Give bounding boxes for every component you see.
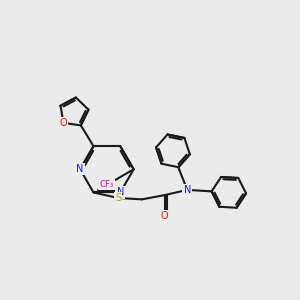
Text: N: N: [76, 164, 84, 174]
Text: O: O: [161, 212, 169, 221]
Text: N: N: [117, 188, 124, 197]
Text: O: O: [60, 118, 67, 128]
Text: N: N: [184, 185, 191, 195]
Text: S: S: [115, 193, 121, 203]
Text: CF₃: CF₃: [100, 181, 114, 190]
